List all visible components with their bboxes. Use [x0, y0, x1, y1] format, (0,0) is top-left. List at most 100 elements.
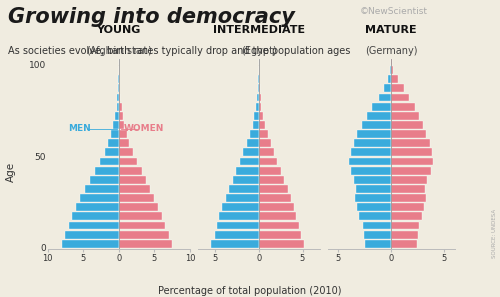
Bar	[378, 94, 391, 102]
Bar	[119, 222, 165, 229]
Bar	[391, 57, 392, 65]
Text: (Egypt): (Egypt)	[241, 46, 276, 56]
Bar	[100, 157, 119, 165]
Bar	[259, 157, 277, 165]
Bar	[391, 66, 394, 74]
Bar	[243, 148, 259, 156]
Bar	[391, 94, 409, 102]
Bar	[108, 139, 119, 147]
Bar	[391, 112, 419, 120]
Bar	[391, 157, 432, 165]
Bar	[391, 194, 426, 202]
Bar	[391, 103, 414, 110]
Bar	[217, 222, 259, 229]
Bar	[119, 139, 130, 147]
Bar	[364, 231, 391, 238]
Text: Percentage of total population (2010): Percentage of total population (2010)	[158, 285, 342, 296]
Bar	[119, 185, 150, 193]
Bar	[115, 112, 119, 120]
Bar	[119, 130, 126, 138]
Bar	[391, 84, 404, 92]
Bar	[391, 185, 425, 193]
Bar	[391, 240, 417, 248]
Bar	[254, 112, 259, 120]
Bar	[259, 121, 265, 129]
Text: MATURE: MATURE	[366, 25, 417, 35]
Bar	[391, 121, 423, 129]
Bar	[246, 139, 259, 147]
Bar	[259, 231, 301, 238]
Bar	[364, 240, 391, 248]
Bar	[362, 121, 391, 129]
Text: YOUNG: YOUNG	[96, 25, 141, 35]
Bar	[119, 203, 158, 211]
Bar	[351, 167, 391, 175]
Bar	[259, 112, 263, 120]
Bar	[390, 66, 391, 74]
Bar	[391, 222, 419, 229]
Text: WOMEN: WOMEN	[124, 124, 164, 133]
Bar	[360, 212, 391, 220]
Bar	[388, 75, 391, 83]
Bar	[119, 112, 123, 120]
Bar	[118, 84, 119, 92]
Bar	[367, 112, 391, 120]
Bar	[258, 84, 259, 92]
Bar	[119, 94, 120, 102]
Bar	[66, 231, 119, 238]
Bar	[90, 176, 119, 184]
Text: SOURCE: UNDESA: SOURCE: UNDESA	[492, 209, 496, 258]
Bar	[76, 203, 119, 211]
Bar	[259, 103, 262, 110]
Bar	[351, 148, 391, 156]
Bar	[259, 212, 296, 220]
Text: Growing into democracy: Growing into democracy	[8, 7, 294, 27]
Bar	[119, 148, 133, 156]
Text: (Afghanistan): (Afghanistan)	[86, 46, 152, 56]
Bar	[257, 94, 259, 102]
Bar	[259, 185, 288, 193]
Bar	[391, 176, 428, 184]
Bar	[391, 75, 398, 83]
Bar	[210, 240, 259, 248]
Bar	[229, 185, 259, 193]
Bar	[119, 231, 168, 238]
Bar	[240, 157, 259, 165]
Bar	[362, 222, 391, 229]
Bar	[222, 203, 259, 211]
Bar	[354, 139, 391, 147]
Bar	[111, 130, 119, 138]
Bar	[259, 139, 271, 147]
Bar	[62, 240, 119, 248]
Bar	[349, 157, 391, 165]
Bar	[356, 185, 391, 193]
Bar	[259, 203, 294, 211]
Bar	[391, 148, 432, 156]
Bar	[259, 94, 260, 102]
Bar	[256, 103, 259, 110]
Text: MEN: MEN	[68, 124, 91, 133]
Bar	[357, 130, 391, 138]
Bar	[86, 185, 119, 193]
Bar	[384, 84, 391, 92]
Bar	[104, 148, 119, 156]
Bar	[119, 212, 162, 220]
Bar	[95, 167, 119, 175]
Bar	[113, 121, 119, 129]
Bar	[250, 130, 259, 138]
Bar	[357, 203, 391, 211]
Bar	[226, 194, 259, 202]
Bar	[80, 194, 119, 202]
Bar	[252, 121, 259, 129]
Bar	[259, 167, 280, 175]
Bar	[259, 148, 274, 156]
Bar	[220, 212, 259, 220]
Bar	[354, 176, 391, 184]
Bar	[391, 139, 430, 147]
Bar	[119, 103, 122, 110]
Bar	[69, 222, 119, 229]
Bar	[355, 194, 391, 202]
Bar	[119, 84, 120, 92]
Bar	[72, 212, 119, 220]
Text: Age: Age	[6, 162, 16, 182]
